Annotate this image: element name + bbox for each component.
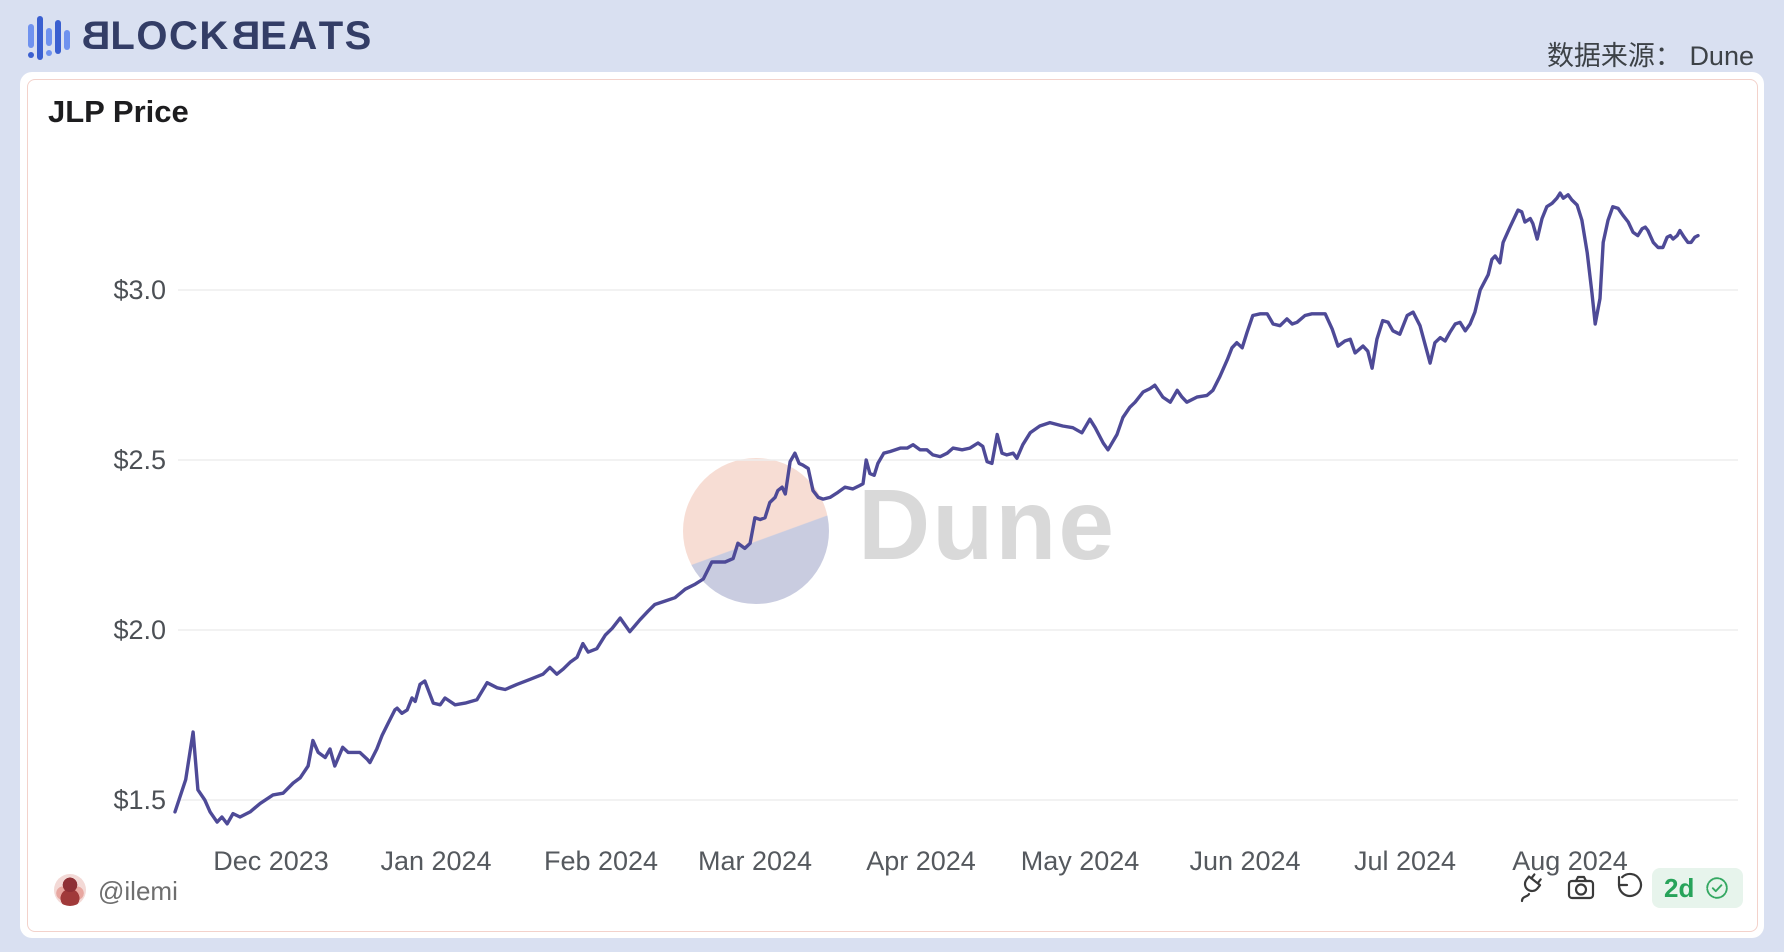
- rotate-ccw-icon[interactable]: [1613, 872, 1645, 904]
- y-axis-tick-label: $2.0: [113, 615, 166, 645]
- header: BLOCKBEATS 数据来源： Dune: [0, 0, 1784, 72]
- blockbeats-waveform-icon: [28, 16, 70, 60]
- y-axis: $1.5 $2.0 $2.5 $3.0: [40, 0, 166, 952]
- brand-letter: C: [168, 14, 200, 58]
- x-axis-tick-label: May 2024: [1020, 846, 1140, 876]
- brand-letter: S: [344, 14, 373, 58]
- camera-icon[interactable]: [1565, 872, 1597, 904]
- x-axis-tick-label: Jul 2024: [1353, 846, 1457, 876]
- x-axis: Dec 2023 Jan 2024 Feb 2024 Mar 2024 Apr 2024…: [0, 846, 1784, 880]
- blockbeats-logo[interactable]: [28, 14, 72, 62]
- x-axis-tick-label: Dec 2023: [213, 846, 329, 876]
- chart-plot-area[interactable]: [175, 150, 1700, 830]
- brand-letter: E: [260, 14, 289, 58]
- brand-letter: K: [199, 14, 230, 58]
- y-axis-tick-label: $2.5: [113, 445, 166, 475]
- plug-icon[interactable]: [1516, 872, 1548, 904]
- x-axis-tick-label: Apr 2024: [866, 846, 976, 876]
- x-axis-tick-label: Jun 2024: [1189, 846, 1301, 876]
- brand-letter: O: [136, 14, 169, 58]
- brand-letter: A: [288, 14, 319, 58]
- freshness-badge[interactable]: 2d: [1652, 868, 1744, 908]
- data-source-label: 数据来源： Dune: [1546, 41, 1754, 71]
- freshness-badge-label: 2d: [1664, 872, 1695, 903]
- x-axis-tick-label: Mar 2024: [697, 846, 813, 876]
- verified-check-icon: [1706, 877, 1729, 899]
- author-avatar[interactable]: [54, 874, 86, 906]
- x-axis-tick-label: Aug 2024: [1512, 846, 1628, 876]
- author-handle[interactable]: @ilemi: [98, 876, 178, 906]
- chart-card-border: [27, 79, 1758, 932]
- y-axis-tick-label: $1.5: [113, 785, 166, 815]
- brand-letter: T: [318, 14, 345, 58]
- blockbeats-wordmark[interactable]: BLOCKBEATS: [80, 12, 373, 60]
- x-axis-tick-label: Feb 2024: [543, 846, 659, 876]
- x-axis-tick-label: Jan 2024: [380, 846, 492, 876]
- brand-letter: B: [229, 14, 261, 58]
- brand-letter: L: [110, 14, 137, 58]
- y-axis-tick-label: $3.0: [113, 275, 166, 305]
- chart-title: JLP Price: [48, 94, 189, 129]
